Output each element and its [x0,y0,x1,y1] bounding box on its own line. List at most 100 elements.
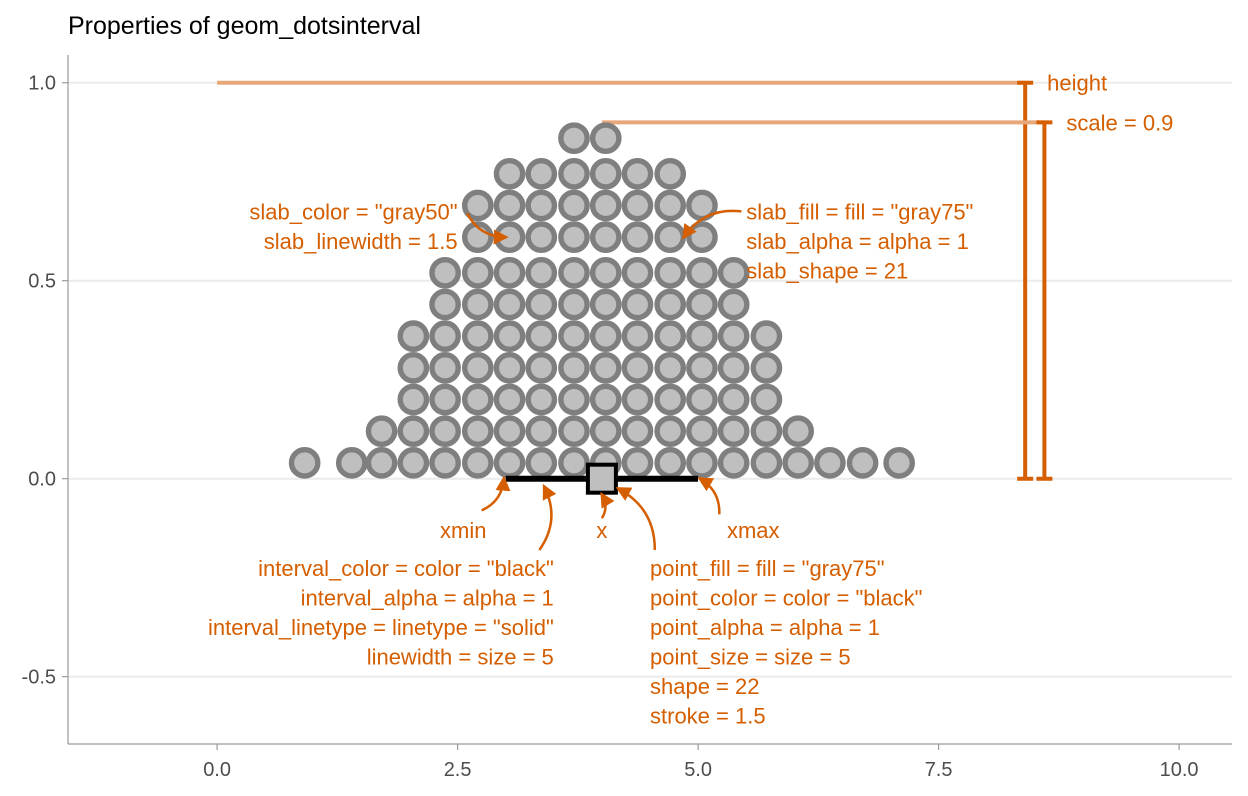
slab-dot [717,256,750,289]
slab-dot [461,383,494,416]
slab-dot [654,221,687,253]
slab-dot [589,256,622,289]
slab-dot [589,415,622,448]
slab-dot [750,415,783,448]
slab-dot [525,256,558,289]
annotation-line: point_fill = fill = "gray75" [650,556,885,581]
slab-dot [621,447,654,479]
slab-dot [750,351,783,384]
x-tick-label: 2.5 [444,759,472,781]
x-label: x [596,491,615,543]
slab-dot [461,189,494,222]
annotation-arrow [697,477,721,515]
slab-dot [686,320,718,352]
slab-dot [461,256,494,289]
slab-dot [525,415,558,448]
annotation-line: xmin [440,518,486,543]
slab-dot [717,288,750,321]
annotation-line: interval_alpha = alpha = 1 [301,585,554,610]
slab-dot [621,415,654,448]
slab-dot [429,415,461,448]
slab-dot [654,157,687,190]
slab-dot [493,189,526,222]
slab-dot [558,447,590,479]
slab-dot [461,447,494,479]
slab-dot [654,351,687,384]
annotation-line: slab_fill = fill = "gray75" [746,199,973,224]
slab-dot [397,320,430,352]
slab-dot [525,383,558,416]
slab-dot [525,320,558,352]
xmax-label: xmax [697,477,780,543]
slab-dot [589,157,622,190]
scale-label: scale = 0.9 [1066,110,1173,135]
slab-dot [558,122,590,154]
slab-dot [397,447,430,479]
slab-dot [654,447,687,479]
annotation-arrow [615,487,657,550]
slab-dot [654,320,687,352]
slab-dot [717,351,750,384]
annotation-arrow [681,209,742,240]
slab-dot [846,447,879,479]
slab-dot [750,320,783,352]
slab-dot [686,288,718,321]
annotation-arrow [466,212,509,245]
slab-dot [429,351,461,384]
slab-dot [558,288,590,321]
slab-dot [621,221,654,253]
annotation-line: slab_linewidth = 1.5 [264,229,458,254]
annotation-arrow [538,483,557,551]
y-tick-label: 0.5 [28,271,56,293]
y-tick-label: 0.0 [28,469,56,491]
xmin-label: xmin [440,475,511,543]
slab-dot [525,288,558,321]
slab-dot [429,383,461,416]
slab-dot [558,221,590,253]
slab-dot [493,256,526,289]
slab-dot [621,351,654,384]
slab-dot [782,447,814,479]
slab-dot [493,157,526,190]
slab-dot [461,288,494,321]
slab-dot [621,157,654,190]
slab-dot [365,415,398,448]
slab-dot [461,320,494,352]
annotation-line: slab_color = "gray50" [249,199,457,224]
slab-dot [686,351,718,384]
annotation-line: stroke = 1.5 [650,703,766,728]
slab-dot [654,288,687,321]
point-label: point_fill = fill = "gray75" point_color … [615,487,922,728]
slab-dot [717,447,750,479]
slab-dot [493,447,526,479]
slab-dot [621,320,654,352]
slab-dot [782,415,814,448]
slab-dot [525,157,558,190]
slab-dot [589,351,622,384]
slab-dot [558,383,590,416]
slab-dot [493,383,526,416]
slab-dot [429,447,461,479]
slab-dot [589,288,622,321]
point-square [585,462,618,495]
slab-dot [525,221,558,253]
slab-dot [814,447,846,479]
annotation-line: xmax [727,518,780,543]
slab-dot [654,189,687,222]
slab-dot [686,383,718,416]
slab-dot [621,383,654,416]
chart-title: Properties of geom_dotsinterval [68,12,421,40]
annotation-arrow [481,475,511,512]
slab-dot [750,383,783,416]
slab-dot [461,351,494,384]
slab-dot [589,189,622,222]
slab-dot [397,351,430,384]
annotation-line: x [596,518,607,543]
slab-dot [589,383,622,416]
slab-dot [589,320,622,352]
slab-dot [686,415,718,448]
slab-dot [558,415,590,448]
annotation-line: slab_alpha = alpha = 1 [746,229,969,254]
annotation-line: slab_shape = 21 [746,258,908,283]
slab-dot [654,383,687,416]
